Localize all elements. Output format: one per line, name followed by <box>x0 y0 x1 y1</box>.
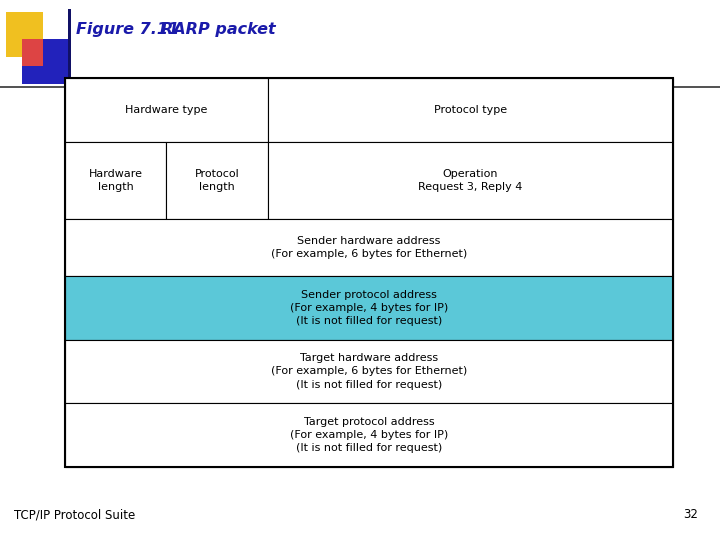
Text: Figure 7.11: Figure 7.11 <box>76 22 179 37</box>
Text: RARP packet: RARP packet <box>144 22 276 37</box>
Text: Protocol type: Protocol type <box>434 105 507 115</box>
Text: Target protocol address
(For example, 4 bytes for IP)
(It is not filled for requ: Target protocol address (For example, 4 … <box>290 417 448 454</box>
Text: Hardware
length: Hardware length <box>89 168 143 192</box>
Text: 32: 32 <box>683 508 698 522</box>
Text: Hardware type: Hardware type <box>125 105 207 115</box>
Text: Sender protocol address
(For example, 4 bytes for IP)
(It is not filled for requ: Sender protocol address (For example, 4 … <box>290 289 448 326</box>
Text: TCP/IP Protocol Suite: TCP/IP Protocol Suite <box>14 508 135 522</box>
Text: Operation
Request 3, Reply 4: Operation Request 3, Reply 4 <box>418 168 523 192</box>
Text: Target hardware address
(For example, 6 bytes for Ethernet)
(It is not filled fo: Target hardware address (For example, 6 … <box>271 353 467 390</box>
Text: Protocol
length: Protocol length <box>194 168 239 192</box>
Text: Sender hardware address
(For example, 6 bytes for Ethernet): Sender hardware address (For example, 6 … <box>271 235 467 259</box>
